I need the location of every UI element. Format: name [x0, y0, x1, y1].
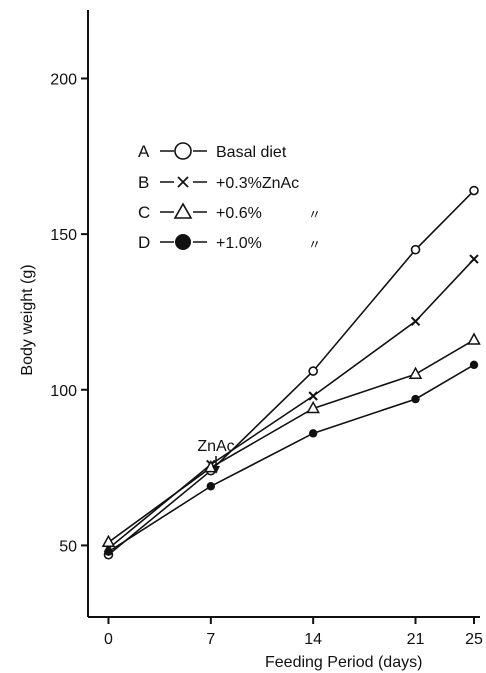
legend-ditto-d: 〃 [308, 237, 321, 252]
series-layer [101, 185, 481, 560]
data-point-d [206, 482, 216, 491]
x-tick-label: 7 [206, 631, 215, 648]
annotation-arrow [212, 456, 220, 474]
data-point-c [467, 332, 481, 345]
data-point-c [408, 366, 423, 379]
legend-key-d: D [138, 233, 150, 252]
legend-label-d: +1.0% [216, 235, 262, 252]
data-point-d [411, 394, 420, 404]
data-point-c [101, 534, 116, 548]
data-point-a [410, 244, 421, 255]
legend: A Basal diet B +0.3%ZnAc C +0.6% 〃 D [138, 142, 321, 252]
x-tick-label: 25 [465, 631, 483, 648]
legend-label-c: +0.6% [216, 205, 262, 222]
y-tick-label: 50 [59, 538, 77, 555]
legend-key-a: A [138, 142, 150, 161]
data-point-b [308, 391, 318, 401]
x-ticks: 0 7 14 21 25 [104, 617, 483, 648]
y-tick-label: 100 [50, 383, 77, 400]
legend-entry-d: D +1.0% 〃 [138, 233, 321, 252]
y-ticks: 50 100 150 200 [50, 71, 88, 555]
legend-key-c: C [138, 203, 150, 222]
y-axis-label: Body weight (g) [19, 264, 36, 375]
open-circle-icon [174, 142, 192, 160]
legend-ditto-c: 〃 [308, 207, 321, 222]
y-tick-label: 200 [50, 71, 77, 88]
data-point-d [308, 429, 318, 438]
data-point-b [469, 254, 479, 264]
open-triangle-icon [173, 202, 193, 219]
data-point-d [469, 360, 479, 370]
x-tick-label: 21 [407, 631, 425, 648]
x-tick-label: 14 [304, 631, 322, 648]
cross-icon [177, 176, 189, 188]
series-line-b [107, 258, 475, 550]
legend-key-b: B [138, 173, 149, 192]
filled-circle-icon [175, 234, 191, 250]
annotation-label: ZnAc [197, 438, 234, 455]
legend-entry-b: B +0.3%ZnAc [138, 173, 299, 192]
data-point-c [306, 400, 320, 414]
legend-label-b: +0.3%ZnAc [216, 175, 299, 192]
legend-label-a: Basal diet [216, 144, 287, 161]
data-point-a [308, 366, 318, 376]
series-line-c [107, 339, 475, 543]
x-tick-label: 0 [104, 631, 113, 648]
y-tick-label: 150 [50, 227, 77, 244]
data-point-a [469, 185, 479, 196]
x-axis-label: Feeding Period (days) [265, 654, 422, 671]
data-point-b [410, 316, 421, 326]
legend-entry-c: C +0.6% 〃 [138, 202, 321, 222]
legend-entry-a: A Basal diet [138, 142, 287, 161]
data-point-d [104, 547, 113, 556]
